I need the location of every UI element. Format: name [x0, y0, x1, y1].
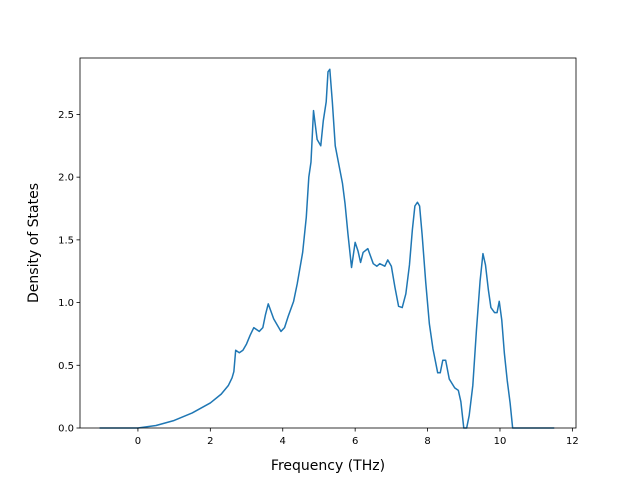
x-tick-label: 6 [352, 436, 358, 447]
y-axis-label: Density of States [26, 183, 42, 303]
dos-series-line [99, 68, 555, 429]
x-tick-label: 0 [135, 436, 141, 447]
y-tick-label: 1.0 [58, 298, 74, 309]
x-axis-label: Frequency (THz) [271, 458, 385, 474]
x-tick-label: 12 [566, 436, 579, 447]
y-tick-label: 2.5 [58, 110, 74, 121]
y-tick-label: 1.5 [58, 235, 74, 246]
plot-area [79, 57, 577, 429]
x-tick-label: 4 [280, 436, 286, 447]
x-tick-label: 10 [494, 436, 507, 447]
axes-frame [79, 57, 577, 429]
y-tick-label: 0.0 [58, 424, 74, 435]
x-axis-ticks: 0 2 4 6 8 10 12 [135, 428, 579, 447]
y-tick-label: 2.0 [58, 173, 74, 184]
x-tick-label: 2 [207, 436, 213, 447]
x-tick-label: 8 [424, 436, 430, 447]
y-axis-ticks: 0.0 0.5 1.0 1.5 2.0 2.5 [58, 110, 80, 435]
y-tick-label: 0.5 [58, 361, 74, 372]
